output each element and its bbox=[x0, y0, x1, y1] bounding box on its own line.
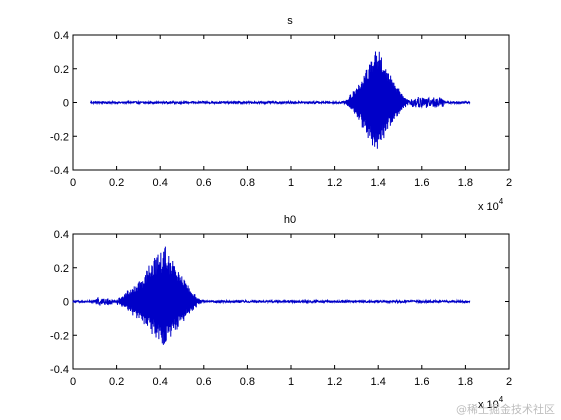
x-tick-label: 0.6 bbox=[196, 177, 211, 189]
y-tick-label: 0.2 bbox=[54, 263, 69, 275]
y-tick-label: -0.2 bbox=[50, 131, 69, 143]
x-tick-labels: 0 0.2 0.4 0.6 0.8 1 1.2 1.4 1.6 1.8 2 bbox=[70, 177, 512, 189]
y-tick-label: -0.2 bbox=[50, 330, 69, 342]
x-tick-label: 2 bbox=[506, 376, 512, 388]
y-tick-label: -0.4 bbox=[50, 364, 69, 376]
x-tick-label: 1.4 bbox=[371, 376, 386, 388]
x-tick-label: 0.2 bbox=[109, 177, 124, 189]
x-exponent-label: x 104 bbox=[478, 197, 504, 213]
x-tick-label: 0.8 bbox=[240, 177, 255, 189]
y-tick-label: 0.2 bbox=[54, 64, 69, 76]
chart-title: h0 bbox=[284, 214, 296, 226]
series-line bbox=[72, 246, 471, 345]
x-tick-label: 1.4 bbox=[371, 177, 386, 189]
x-tick-label: 0 bbox=[70, 376, 76, 388]
y-tick-label: 0.4 bbox=[54, 30, 69, 42]
x-tick-label: 1.6 bbox=[414, 376, 429, 388]
x-tick-label: 0 bbox=[70, 177, 76, 189]
x-tick-label: 1 bbox=[288, 177, 294, 189]
x-tick-label: 1.8 bbox=[458, 376, 473, 388]
chart-title: s bbox=[287, 15, 293, 27]
x-tick-label: 0.6 bbox=[196, 376, 211, 388]
x-tick-label: 2 bbox=[506, 177, 512, 189]
x-tick-labels: 0 0.2 0.4 0.6 0.8 1 1.2 1.4 1.6 1.8 2 bbox=[70, 376, 512, 388]
axis-ticks bbox=[72, 34, 510, 171]
y-tick-label: 0.4 bbox=[54, 229, 69, 241]
x-tick-label: 1.2 bbox=[327, 177, 342, 189]
x-tick-label: 0.4 bbox=[153, 177, 168, 189]
series-line bbox=[89, 51, 471, 149]
x-exponent-label: x 104 bbox=[478, 395, 504, 411]
x-tick-label: 0.4 bbox=[153, 376, 168, 388]
y-tick-label: 0 bbox=[63, 98, 69, 110]
x-tick-label: 1.8 bbox=[458, 177, 473, 189]
x-tick-label: 0.2 bbox=[109, 376, 124, 388]
x-tick-label: 1.6 bbox=[414, 177, 429, 189]
x-tick-label: 0.8 bbox=[240, 376, 255, 388]
subplot-s: s 0 0.2 0.4 0.6 0.8 1 1.2 1.4 1.6 1.8 2 0.40.20-0.… bbox=[50, 15, 512, 213]
subplot-h0: h0 0 0.2 0.4 0.6 0.8 1 1.2 1.4 1.6 1.8 2 0.40.20-0… bbox=[50, 214, 512, 411]
y-tick-label: -0.4 bbox=[50, 165, 69, 177]
y-tick-label: 0 bbox=[63, 297, 69, 309]
watermark: @稀土掘金技术社区 bbox=[456, 403, 555, 416]
y-tick-labels: 0.4 0.2 0 -0.2 -0.4 bbox=[50, 30, 69, 177]
x-tick-label: 1 bbox=[288, 376, 294, 388]
x-tick-label: 1.2 bbox=[327, 376, 342, 388]
y-tick-labels: 0.4 0.2 0 -0.2 -0.4 bbox=[50, 229, 69, 376]
